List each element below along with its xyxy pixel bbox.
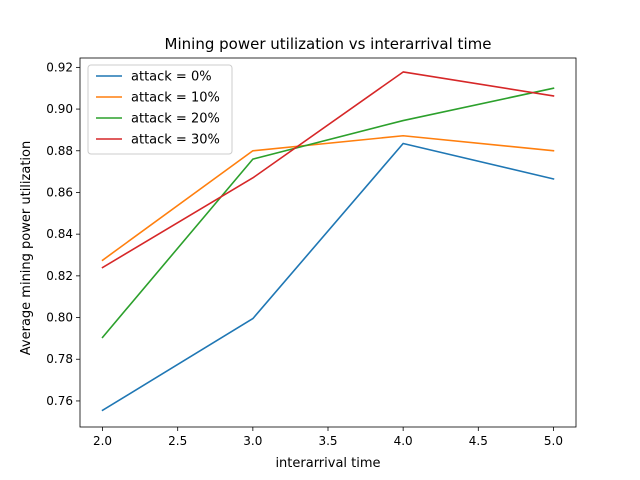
y-tick-label: 0.84	[46, 227, 73, 241]
x-tick-label: 2.5	[168, 434, 187, 448]
y-tick-label: 0.82	[46, 269, 73, 283]
x-tick-label: 3.0	[243, 434, 262, 448]
axes-layer: 2.0 2.5 3.0 3.5 4.0 4.5 5.0 0.76 0.78 0.80 0.82 0.8…	[46, 57, 577, 448]
legend-box	[87, 64, 233, 155]
series-line-3	[101, 71, 555, 269]
y-tick-label: 0.90	[46, 102, 73, 116]
y-tick-label: 0.88	[46, 144, 73, 158]
x-tick-label: 3.5	[318, 434, 337, 448]
series-line-1	[101, 134, 555, 262]
y-tick-label: 0.80	[46, 311, 73, 325]
legend: attack = 0% attack = 10% attack = 20% attac…	[87, 64, 233, 155]
x-tick-label: 4.0	[394, 434, 413, 448]
legend-label-1: attack = 10%	[131, 91, 220, 106]
series-layer	[101, 71, 555, 412]
x-axis-label: interarrival time	[275, 456, 380, 471]
series-line-2	[101, 87, 555, 339]
series-line-0	[101, 142, 555, 412]
y-tick-label: 0.76	[46, 394, 73, 408]
legend-label-3: attack = 30%	[131, 133, 220, 148]
y-axis-label: Average mining power utilization	[19, 141, 34, 355]
chart-title: Mining power utilization vs interarrival…	[165, 35, 492, 53]
y-tick-label: 0.92	[46, 60, 73, 74]
legend-label-2: attack = 20%	[131, 112, 220, 127]
x-tick-label: 2.0	[93, 434, 112, 448]
x-tick-label: 4.5	[469, 434, 488, 448]
y-tick-label: 0.78	[46, 352, 73, 366]
x-tick-label: 5.0	[544, 434, 563, 448]
legend-label-0: attack = 0%	[131, 70, 212, 85]
y-tick-label: 0.86	[46, 185, 73, 199]
